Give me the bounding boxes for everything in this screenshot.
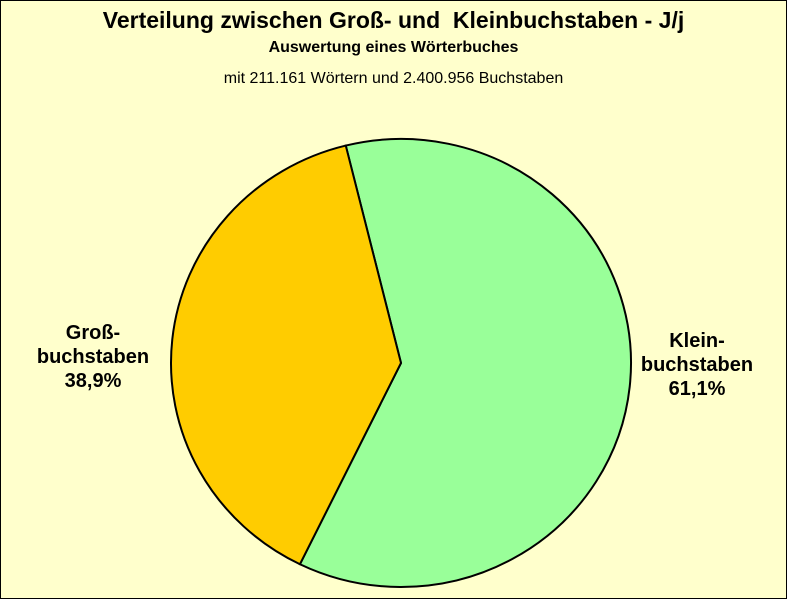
chart-subtitle: Auswertung eines Wörterbuches: [268, 39, 519, 56]
pie-slice-klein: [298, 138, 632, 588]
slice-label-gross-value: 38,9%: [64, 370, 122, 392]
slice-label-klein-line-1: Klein-: [669, 330, 725, 352]
slice-label-gross-line-1: Groß-: [65, 322, 121, 344]
chart-caption: mit 211.161 Wörtern und 2.400.956 Buchst…: [223, 70, 564, 87]
slice-label-klein-line-2: buchstaben: [640, 354, 754, 376]
slice-label-klein-value: 61,1%: [668, 378, 726, 400]
slice-label-gross: Groß- buchstaben 38,9%: [13, 321, 173, 393]
slice-label-klein: Klein- buchstaben 61,1%: [617, 329, 777, 401]
slice-label-gross-line-2: buchstaben: [36, 346, 150, 368]
chart-title: Verteilung zwischen Groß- und Kleinbuchs…: [102, 7, 685, 33]
pie-slice-gross: [170, 144, 403, 566]
